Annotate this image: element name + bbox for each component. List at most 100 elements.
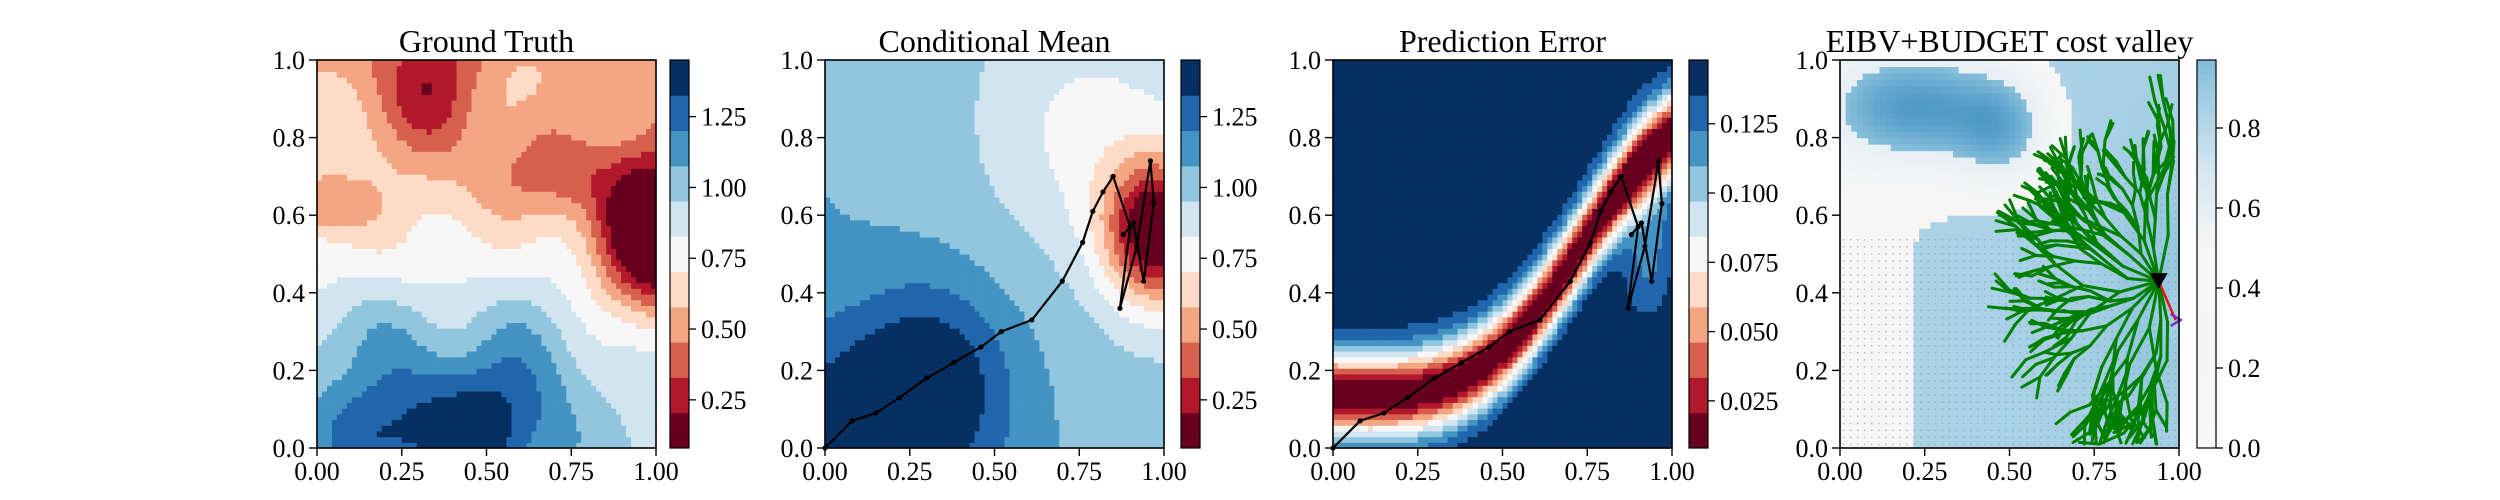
chart-title: Conditional Mean xyxy=(879,23,1111,59)
x-tick-label: 0.75 xyxy=(1057,457,1103,486)
x-tick-label: 0.50 xyxy=(972,457,1018,486)
x-axis: 0.00 0.25 0.50 0.75 1.00 xyxy=(1310,448,1695,486)
path-waypoint xyxy=(1130,220,1137,226)
y-tick-label: 0.2 xyxy=(781,356,814,385)
colorbar-tick-label: 0.0 xyxy=(2228,434,2261,463)
colorbar-level xyxy=(670,377,689,414)
colorbar-level xyxy=(670,412,689,449)
path-waypoint xyxy=(1432,375,1438,381)
chart-title: Ground Truth xyxy=(399,23,574,59)
path-waypoint xyxy=(1625,305,1631,311)
panel-4: 0.00 0.25 0.50 0.75 1.00 0.0 0.2 0.4 0.6 0.8 1.0EI… xyxy=(1796,23,2261,486)
x-tick-label: 0.25 xyxy=(887,457,933,486)
y-tick-label: 0.4 xyxy=(781,279,814,308)
y-tick-label: 0.4 xyxy=(273,279,306,308)
y-tick-label: 1.0 xyxy=(1289,46,1322,75)
heatmap-field xyxy=(317,60,657,449)
y-tick-label: 0.6 xyxy=(1796,201,1829,230)
colorbar-level xyxy=(1181,236,1200,273)
colorbar-level xyxy=(670,60,689,96)
path-waypoint xyxy=(1381,410,1387,416)
colorbar-level xyxy=(1689,95,1708,132)
colorbar-level xyxy=(1689,271,1708,308)
colorbar-tick-label: 1.25 xyxy=(1212,103,1258,132)
panel-2: 0.00 0.25 0.50 0.75 1.00 0.0 0.2 0.4 0.6 0.8 1.0 Co… xyxy=(781,23,1258,486)
path-waypoint xyxy=(1649,278,1655,284)
colorbar-tick-label: 0.6 xyxy=(2228,194,2261,223)
colorbar-level xyxy=(1689,201,1708,237)
path-waypoint xyxy=(1080,239,1086,245)
colorbar-level xyxy=(670,130,689,167)
x-tick-label: 0.25 xyxy=(379,457,425,486)
path-waypoint xyxy=(1090,208,1096,214)
y-tick-label: 0.8 xyxy=(1796,124,1829,153)
colorbar-level xyxy=(1689,130,1708,167)
colorbar-tick-label: 0.75 xyxy=(701,244,747,273)
path-waypoint xyxy=(951,360,957,366)
y-tick-label: 0.8 xyxy=(1289,124,1322,153)
y-tick-label: 1.0 xyxy=(273,46,306,75)
colorbar-tick-label: 1.00 xyxy=(1212,173,1258,202)
colorbar-tick-label: 0.100 xyxy=(1720,179,1779,208)
rrt-tree xyxy=(1986,73,2184,446)
path-waypoint xyxy=(1100,189,1106,195)
heatmap-field xyxy=(1333,60,1673,449)
colorbar-level xyxy=(670,165,689,202)
y-axis: 0.0 0.2 0.4 0.6 0.8 1.0 xyxy=(273,46,317,463)
x-tick-label: 1.00 xyxy=(1649,457,1695,486)
path-waypoint xyxy=(1059,278,1065,284)
panel-3: 0.00 0.25 0.50 0.75 1.00 0.0 0.2 0.4 0.6 0.8 1.0 Pr… xyxy=(1289,23,1779,486)
x-axis: 0.00 0.25 0.50 0.75 1.00 xyxy=(294,448,679,486)
x-tick-label: 0.00 xyxy=(802,457,848,486)
y-tick-label: 0.0 xyxy=(1796,434,1829,463)
y-axis: 0.0 0.2 0.4 0.6 0.8 1.0 xyxy=(781,46,825,463)
colorbar: 0.0 0.2 0.4 0.6 0.8 xyxy=(2196,59,2261,463)
colorbar-level xyxy=(1181,60,1200,96)
y-tick-label: 0.2 xyxy=(1289,356,1322,385)
colorbar-tick-label: 0.25 xyxy=(701,386,747,415)
y-axis: 0.0 0.2 0.4 0.6 0.8 1.0 xyxy=(1289,46,1333,463)
current-location-marker xyxy=(2149,273,2168,290)
colorbar-tick-label: 0.8 xyxy=(2228,114,2261,143)
path-waypoint xyxy=(1029,317,1035,323)
path-waypoint xyxy=(1357,418,1363,424)
path-waypoint xyxy=(1141,278,1147,284)
colorbar-level xyxy=(1689,236,1708,273)
path-waypoint xyxy=(1147,158,1154,164)
colorbar-level xyxy=(670,236,689,273)
colorbar-tick-label: 0.50 xyxy=(1212,315,1258,344)
colorbar-level xyxy=(1181,130,1200,167)
x-tick-label: 1.00 xyxy=(2156,457,2202,486)
path-waypoint xyxy=(1659,200,1665,207)
x-tick-label: 0.50 xyxy=(464,457,510,486)
colorbar-tick-label: 1.00 xyxy=(701,173,747,202)
x-axis: 0.00 0.25 0.50 0.75 1.00 xyxy=(1817,448,2202,486)
colorbar-level xyxy=(1181,377,1200,414)
y-tick-label: 0.8 xyxy=(781,124,814,153)
x-tick-label: 1.00 xyxy=(1141,457,1187,486)
path-waypoint xyxy=(1117,305,1123,311)
path-waypoint xyxy=(1618,173,1624,179)
colorbar-level xyxy=(1181,342,1200,378)
colorbar: 0.25 0.50 0.75 1.00 1.25 xyxy=(1180,59,1258,449)
path-waypoint xyxy=(1404,394,1411,401)
y-tick-label: 0.2 xyxy=(273,356,306,385)
x-tick-label: 0.25 xyxy=(1395,457,1441,486)
y-tick-label: 0.4 xyxy=(1796,279,1829,308)
path-waypoint xyxy=(873,410,879,416)
chart-title: EIBV+BUDGET cost valley xyxy=(1826,23,2194,59)
colorbar-level xyxy=(1181,306,1200,343)
colorbar-level xyxy=(670,95,689,132)
path-waypoint xyxy=(1127,224,1133,230)
sampling-path xyxy=(1330,158,1665,451)
path-waypoint xyxy=(849,418,855,424)
colorbar-level xyxy=(670,201,689,237)
path-waypoint xyxy=(1506,329,1512,335)
colorbar-tick-label: 0.050 xyxy=(1720,318,1779,347)
path-waypoint xyxy=(1598,208,1604,214)
path-waypoint xyxy=(1486,344,1492,350)
x-tick-label: 0.25 xyxy=(1902,457,1948,486)
path-waypoint xyxy=(1110,173,1116,179)
y-tick-label: 1.0 xyxy=(1796,46,1829,75)
colorbar-level xyxy=(1181,95,1200,132)
